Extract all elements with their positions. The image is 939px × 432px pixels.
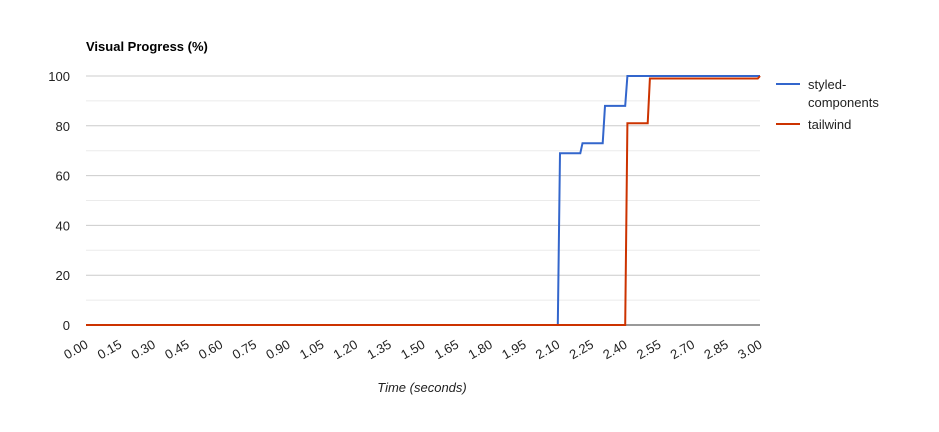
x-tick-label: 3.00 [735,337,764,363]
x-tick-label: 1.35 [364,337,393,363]
x-tick-label: 1.05 [297,337,326,363]
x-tick-label: 0.45 [162,337,191,363]
x-tick-label: 0.90 [263,337,292,363]
y-tick-label: 0 [63,318,70,333]
x-tick-label: 1.20 [331,337,360,363]
x-tick-label: 2.55 [634,337,663,363]
series-line-tailwind [86,75,761,326]
x-axis-label: Time (seconds) [377,380,466,395]
series-line-styledcomponents [86,75,760,326]
x-tick-label: 2.10 [533,337,562,363]
y-tick-label: 60 [56,169,70,184]
x-tick-label: 2.25 [567,337,596,363]
x-tick-label: 0.75 [230,337,259,363]
x-tick-label: 0.60 [196,337,225,363]
y-tick-label: 80 [56,119,70,134]
x-tick-label: 1.50 [398,337,427,363]
x-tick-label: 2.85 [701,337,730,363]
x-tick-label: 1.80 [465,337,494,363]
series-lines [86,75,761,326]
y-tick-label: 20 [56,268,70,283]
y-tick-label: 40 [56,218,70,233]
x-tick-label: 2.70 [668,337,697,363]
chart-title: Visual Progress (%) [86,39,208,54]
x-tick-label: 1.65 [432,337,461,363]
legend-label: components [808,95,879,110]
legend-label: styled- [808,77,846,92]
x-axis: 0.00 0.15 0.30 0.45 0.60 0.75 0.90 1.05 1.20 1.35… [61,324,765,363]
x-tick-label: 0.30 [128,337,157,363]
y-tick-label: 100 [48,69,70,84]
legend: styled-components tailwind [776,77,879,132]
y-axis: 0 20 40 60 80 100 [48,69,70,333]
grid [86,75,760,301]
x-tick-label: 1.95 [499,337,528,363]
x-tick-label: 0.15 [95,337,124,363]
x-tick-label: 0.00 [61,337,90,363]
legend-label: tailwind [808,117,851,132]
x-tick-label: 2.40 [600,337,629,363]
